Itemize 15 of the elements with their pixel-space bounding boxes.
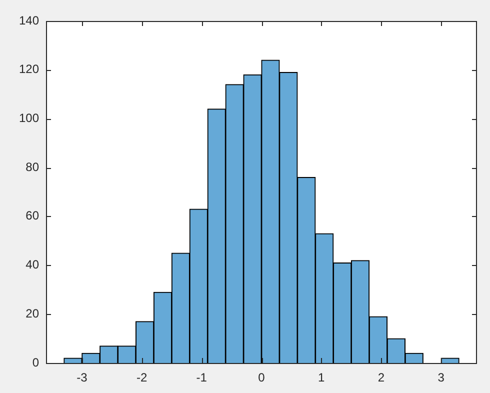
x-tick-label: -1 (196, 370, 208, 385)
x-tick-label: 1 (318, 370, 326, 385)
y-tick-label: 40 (26, 258, 40, 272)
x-tick-label: -3 (76, 370, 88, 385)
y-tick-label: 60 (26, 208, 40, 223)
y-tick-label: 140 (18, 13, 40, 28)
y-tick-label: 20 (26, 306, 40, 320)
x-tick-label: 0 (258, 370, 266, 385)
y-tick-label: 0 (32, 355, 40, 370)
x-tick-label: 3 (438, 370, 445, 385)
y-tick-label: 120 (18, 62, 40, 76)
y-tick-label: 100 (18, 111, 40, 126)
x-tick-label: 2 (378, 370, 385, 385)
x-tick-label: -2 (136, 370, 148, 385)
y-tick-label: 80 (26, 160, 40, 174)
